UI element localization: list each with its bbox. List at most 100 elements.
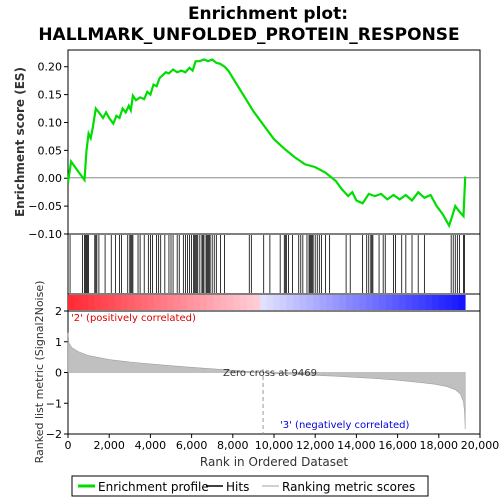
colorbar-cell	[200, 295, 208, 310]
colorbar-cell	[279, 295, 287, 310]
colorbar-cell	[458, 295, 466, 310]
metric-panel: −2 −1 0 1 2 Zero cross at 9469 '2' (positive…	[33, 281, 481, 464]
es-y-tick-label: 0.15	[38, 89, 63, 102]
colorbar-cell	[220, 295, 228, 310]
metric-y-axis: −2 −1 0 1 2	[46, 305, 68, 441]
hits-marks	[69, 235, 465, 293]
es-y-tick-label: −0.10	[28, 228, 62, 241]
x-tick-label: 0	[65, 439, 72, 452]
colorbar-cell	[160, 295, 168, 310]
x-tick-label: 8,000	[217, 439, 249, 452]
colorbar-cells	[68, 295, 466, 310]
colorbar-cell	[114, 295, 122, 310]
metric-y-tick-label: 0	[55, 367, 62, 380]
colorbar-cell	[154, 295, 162, 310]
colorbar-cell	[385, 295, 393, 310]
es-y-tick-label: 0.05	[38, 144, 63, 157]
legend-label-enrichment: Enrichment profile	[98, 480, 209, 494]
es-plot-frame	[67, 49, 481, 235]
x-tick-label: 2,000	[93, 439, 125, 452]
rank-colorbar-panel	[67, 293, 481, 312]
colorbar-cell	[418, 295, 426, 310]
colorbar-cell	[226, 295, 234, 310]
colorbar-cell	[140, 295, 148, 310]
legend: Enrichment profile Hits Ranking metric s…	[71, 475, 429, 497]
x-tick-label: 16,000	[378, 439, 417, 452]
metric-y-tick-label: 2	[55, 305, 62, 318]
colorbar-cell	[365, 295, 373, 310]
x-tick-label: 10,000	[255, 439, 294, 452]
colorbar-cell	[246, 295, 254, 310]
colorbar-cell	[273, 295, 281, 310]
colorbar-cell	[326, 295, 334, 310]
negative-correlated-label: '3' (negatively correlated)	[280, 420, 409, 431]
metric-y-tick-label: −2	[46, 428, 62, 441]
colorbar-cell	[379, 295, 387, 310]
colorbar-cell	[392, 295, 400, 310]
zero-cross-label: Zero cross at 9469	[223, 368, 317, 379]
colorbar-cell	[339, 295, 347, 310]
colorbar-cell	[81, 295, 89, 310]
colorbar-cell	[259, 295, 267, 310]
x-axis: 0 2,000 4,000 6,000 8,000 10,000 12,000 14,000 1…	[65, 434, 500, 452]
es-y-tick-label: 0.20	[38, 61, 63, 74]
colorbar-cell	[173, 295, 181, 310]
colorbar-cell	[266, 295, 274, 310]
colorbar-cell	[319, 295, 327, 310]
colorbar-cell	[87, 295, 95, 310]
colorbar-cell	[451, 295, 459, 310]
colorbar-cell	[101, 295, 109, 310]
es-y-axis: −0.10 −0.05 0.00 0.05 0.10 0.15 0.20	[28, 61, 68, 241]
x-tick-label: 6,000	[176, 439, 208, 452]
colorbar-cell	[332, 295, 340, 310]
legend-label-hits: Hits	[226, 480, 249, 494]
legend-label-metric: Ranking metric scores	[282, 480, 415, 494]
colorbar-cell	[180, 295, 188, 310]
legend-box	[71, 475, 429, 497]
colorbar-cell	[147, 295, 155, 310]
es-y-axis-label: Enrichment score (ES)	[13, 67, 27, 217]
hits-panel	[67, 233, 481, 295]
x-tick-label: 4,000	[135, 439, 167, 452]
colorbar-cell	[213, 295, 221, 310]
colorbar-cell	[240, 295, 248, 310]
colorbar-cell	[233, 295, 241, 310]
colorbar-cell	[127, 295, 135, 310]
colorbar-cell	[193, 295, 201, 310]
colorbar-cell	[107, 295, 115, 310]
es-y-tick-label: 0.00	[38, 172, 63, 185]
colorbar-cell	[120, 295, 128, 310]
colorbar-cell	[187, 295, 195, 310]
x-tick-label: 20,000	[461, 439, 500, 452]
colorbar-cell	[359, 295, 367, 310]
positive-correlated-label: '2' (positively correlated)	[71, 313, 196, 324]
x-axis-label: Rank in Ordered Dataset	[200, 455, 348, 469]
colorbar-cell	[412, 295, 420, 310]
colorbar-cell	[299, 295, 307, 310]
colorbar-cell	[134, 295, 142, 310]
es-y-tick-label: −0.05	[28, 200, 62, 213]
colorbar-cell	[398, 295, 406, 310]
enrichment-profile-line	[66, 58, 467, 229]
colorbar-cell	[312, 295, 320, 310]
x-tick-label: 18,000	[420, 439, 459, 452]
hits-plot-frame	[67, 233, 481, 295]
metric-y-axis-label: Ranked list metric (Signal2Noise)	[33, 281, 46, 464]
colorbar-cell	[346, 295, 354, 310]
chart-title-line1: Enrichment plot:	[188, 4, 348, 24]
chart-title-line2: HALLMARK_UNFOLDED_PROTEIN_RESPONSE	[38, 25, 459, 45]
es-panel: −0.10 −0.05 0.00 0.05 0.10 0.15 0.20 Enrichmen…	[13, 49, 481, 241]
colorbar-cell	[352, 295, 360, 310]
colorbar-cell	[293, 295, 301, 310]
colorbar-cell	[74, 295, 82, 310]
metric-y-tick-label: −1	[46, 397, 62, 410]
colorbar-cell	[405, 295, 413, 310]
colorbar-cell	[438, 295, 446, 310]
colorbar-cell	[286, 295, 294, 310]
colorbar-cell	[306, 295, 314, 310]
colorbar-cell	[432, 295, 440, 310]
colorbar-cell	[425, 295, 433, 310]
colorbar-cell	[94, 295, 102, 310]
colorbar-cell	[207, 295, 215, 310]
